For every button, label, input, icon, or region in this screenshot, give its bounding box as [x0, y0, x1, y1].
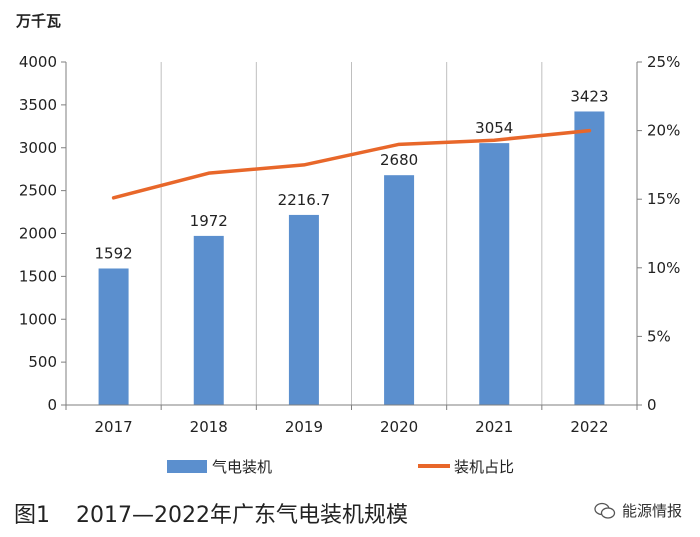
line-series-path	[111, 128, 592, 200]
x-tick-label: 2020	[380, 418, 418, 436]
y-right-tick-label: 20%	[647, 122, 680, 140]
axes: 0 500 1000 1500 2000 2500 3000 3500 4000 0 5% 10% 15…	[19, 53, 681, 436]
y-right-tick-label: 25%	[647, 53, 680, 71]
x-tick-label: 2018	[190, 418, 228, 436]
y-right-tick-label: 5%	[647, 327, 671, 345]
y-left-tick-label: 2000	[19, 225, 57, 243]
figure-title: 2017—2022年广东气电装机规模	[76, 503, 408, 528]
bar-data-label: 2216.7	[278, 191, 331, 209]
x-tick-label: 2017	[94, 418, 132, 436]
watermark: 能源情报	[594, 500, 682, 521]
bar	[193, 235, 224, 405]
figure-caption: 图1 2017—2022年广东气电装机规模	[14, 497, 408, 529]
bar-data-label: 2680	[380, 151, 418, 169]
line-series	[111, 128, 592, 200]
y-right-tick-label: 0	[647, 396, 657, 414]
bar	[384, 175, 415, 405]
bar-data-label: 1592	[94, 244, 132, 262]
legend-bar-swatch	[167, 460, 207, 473]
x-tick-label: 2022	[570, 418, 608, 436]
gridlines	[160, 62, 543, 405]
y-left-tick-label: 3500	[19, 96, 57, 114]
y-left-tick-label: 1500	[19, 267, 57, 285]
bar	[98, 268, 129, 405]
wechat-icon	[594, 502, 616, 519]
bar-data-label: 3423	[570, 87, 608, 105]
y-left-tick-label: 1000	[19, 310, 57, 328]
chart: 万千瓦 1592 1972 2216.7 2680 3054 3423 0 500 1000 1…	[15, 12, 681, 476]
bar-series: 1592 1972 2216.7 2680 3054 3423	[94, 87, 609, 405]
y-left-tick-label: 4000	[19, 53, 57, 71]
legend-line-label: 装机占比	[454, 458, 514, 476]
y-left-unit-label: 万千瓦	[15, 12, 61, 30]
y-right-tick-label: 15%	[647, 190, 680, 208]
bar	[288, 214, 319, 405]
y-left-tick-label: 2500	[19, 182, 57, 200]
legend: 气电装机 装机占比	[167, 458, 514, 476]
watermark-text: 能源情报	[621, 502, 682, 520]
bar-data-label: 3054	[475, 119, 513, 137]
y-left-tick-label: 0	[47, 396, 57, 414]
legend-bar-label: 气电装机	[212, 458, 272, 476]
bar-data-label: 1972	[190, 212, 228, 230]
figure-number: 图1	[14, 503, 50, 528]
x-tick-label: 2021	[475, 418, 513, 436]
y-left-tick-label: 500	[28, 353, 57, 371]
y-left-tick-label: 3000	[19, 139, 57, 157]
bar	[479, 143, 510, 405]
bar	[574, 111, 605, 405]
x-tick-label: 2019	[285, 418, 323, 436]
y-right-tick-label: 10%	[647, 259, 680, 277]
